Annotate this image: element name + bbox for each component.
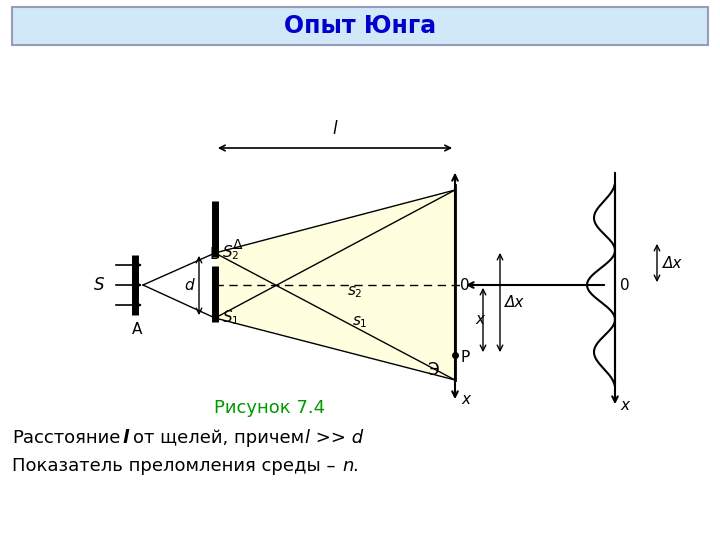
Text: n: n bbox=[342, 457, 354, 475]
Text: от щелей, причем: от щелей, причем bbox=[133, 429, 304, 447]
Text: x: x bbox=[620, 397, 629, 413]
Text: B: B bbox=[210, 247, 220, 262]
Text: S: S bbox=[94, 276, 104, 294]
Text: x: x bbox=[475, 313, 484, 327]
Text: $S_2$: $S_2$ bbox=[222, 244, 239, 262]
Polygon shape bbox=[215, 190, 455, 380]
Text: P: P bbox=[460, 349, 469, 364]
Text: Δx: Δx bbox=[663, 255, 683, 271]
Text: Опыт Юнга: Опыт Юнга bbox=[284, 14, 436, 38]
Text: A: A bbox=[132, 322, 142, 338]
Text: l >> d: l >> d bbox=[305, 429, 363, 447]
Text: Показатель преломления среды –: Показатель преломления среды – bbox=[12, 457, 336, 475]
Text: 0: 0 bbox=[460, 278, 469, 293]
Text: Δx: Δx bbox=[505, 295, 524, 310]
Bar bbox=[12, 7, 708, 45]
Text: x: x bbox=[461, 393, 470, 408]
Text: $s_2$: $s_2$ bbox=[347, 284, 363, 300]
Text: $s_1$: $s_1$ bbox=[352, 314, 368, 330]
Text: l: l bbox=[122, 429, 128, 447]
Text: Рисунок 7.4: Рисунок 7.4 bbox=[215, 399, 325, 417]
Text: Расстояние: Расстояние bbox=[12, 429, 120, 447]
Text: $S_1$: $S_1$ bbox=[222, 309, 239, 327]
Text: Э: Э bbox=[427, 361, 438, 379]
Text: 0: 0 bbox=[620, 278, 629, 293]
Text: l: l bbox=[333, 120, 337, 138]
Text: Δ: Δ bbox=[233, 238, 243, 252]
Text: d: d bbox=[184, 278, 194, 293]
Text: .: . bbox=[352, 457, 358, 475]
